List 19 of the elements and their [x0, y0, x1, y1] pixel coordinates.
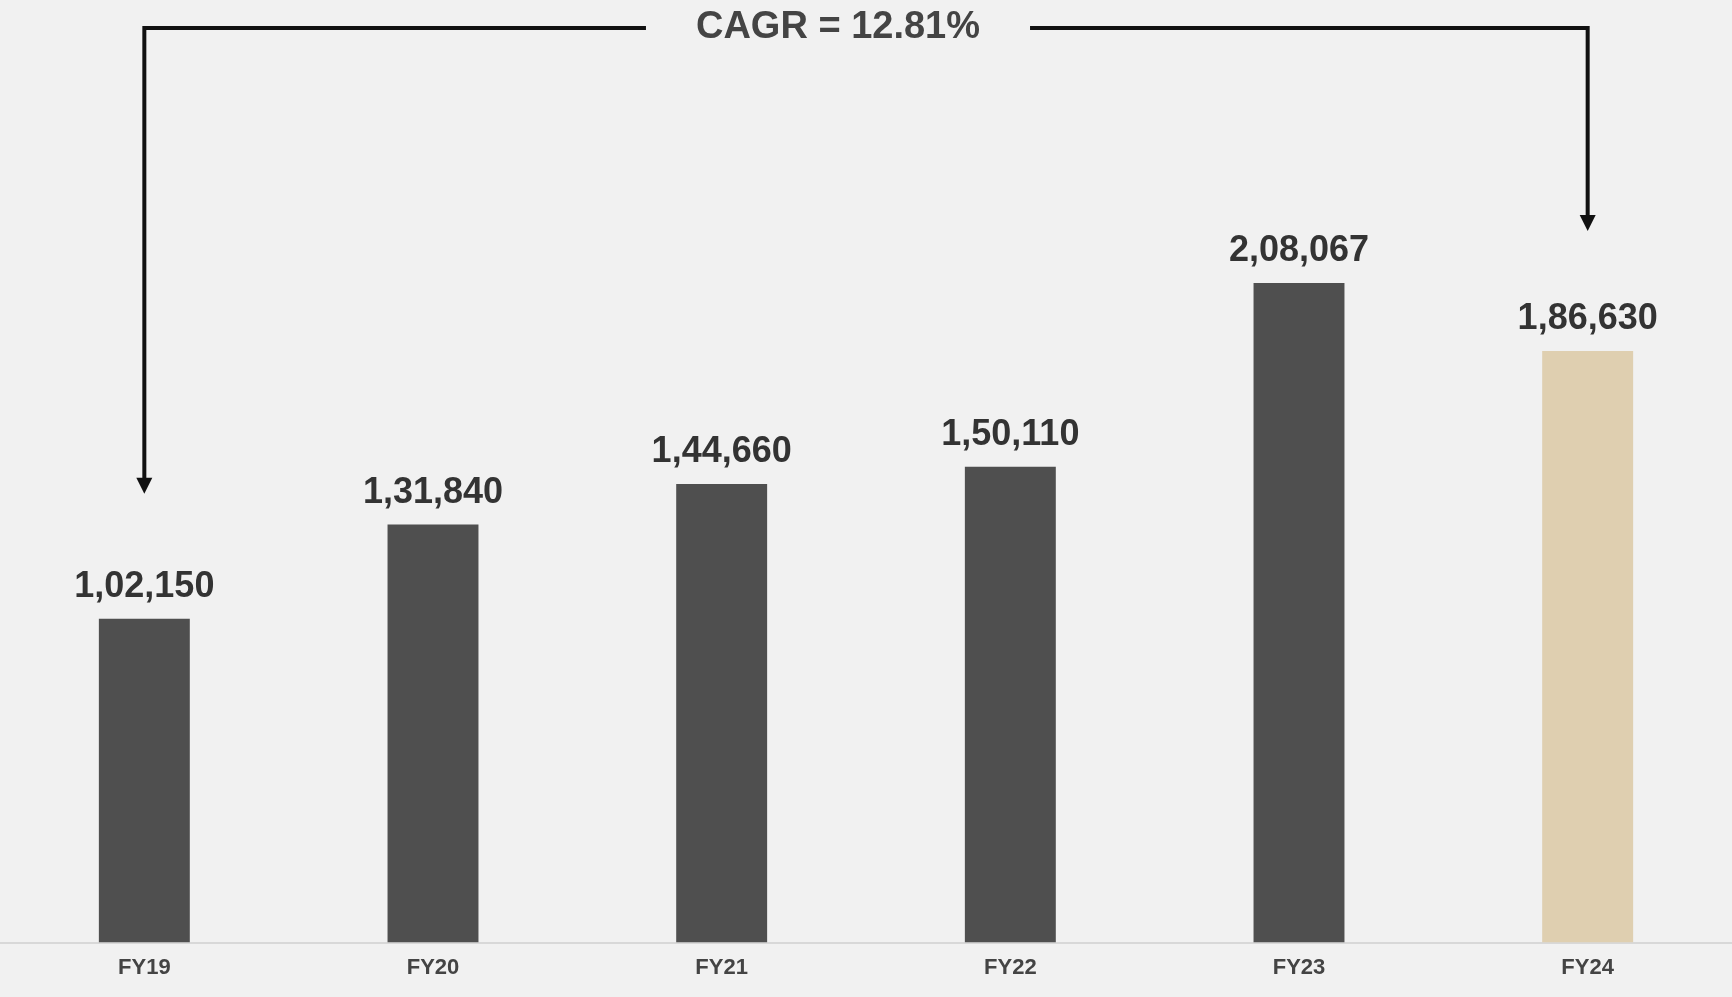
- x-tick-label: FY19: [118, 953, 171, 979]
- x-tick-label: FY22: [984, 953, 1037, 979]
- bar: [964, 466, 1056, 943]
- x-tick-label: FY20: [406, 953, 460, 979]
- data-label: 1,44,660: [651, 428, 792, 470]
- bar: [1542, 350, 1634, 943]
- x-tick-label: FY21: [695, 953, 748, 979]
- data-label: 1,02,150: [74, 563, 215, 605]
- bar: [1253, 282, 1345, 943]
- bar: [98, 618, 190, 943]
- bar: [676, 483, 768, 943]
- data-label: 1,31,840: [362, 469, 504, 511]
- data-label: 1,50,110: [941, 411, 1080, 453]
- data-label: 2,08,067: [1228, 227, 1370, 269]
- data-label: 1,86,630: [1517, 295, 1658, 337]
- x-tick-label: FY24: [1561, 953, 1615, 979]
- x-tick-label: FY23: [1272, 953, 1326, 979]
- text: CAGR = 12.81%: [695, 4, 981, 47]
- bar: [387, 524, 479, 943]
